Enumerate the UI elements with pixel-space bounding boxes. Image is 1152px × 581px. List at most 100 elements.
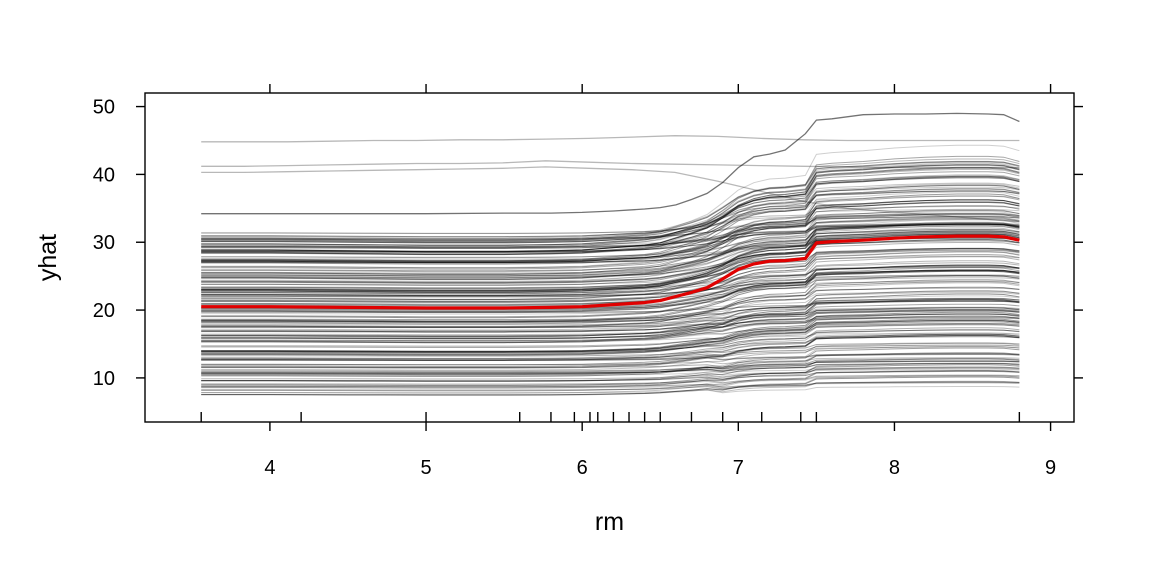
- ice-line: [201, 223, 1020, 292]
- ice-line: [201, 352, 1020, 382]
- ice-line: [201, 299, 1020, 337]
- ice-line: [201, 240, 1020, 279]
- ice-line: [201, 239, 1020, 289]
- ice-line: [201, 357, 1020, 366]
- ice-line: [201, 176, 1020, 262]
- ice-line: [201, 279, 1020, 327]
- y-axis-title: yhat: [34, 234, 62, 281]
- ice-line: [201, 269, 1020, 305]
- ice-line: [201, 309, 1020, 344]
- y-axis: 10 20 30 40 50: [93, 97, 1083, 390]
- ice-line: [201, 205, 1020, 270]
- ice-line: [201, 358, 1020, 373]
- ice-line: [201, 184, 1020, 262]
- ice-line: [201, 217, 1020, 280]
- ice-line: [201, 232, 1020, 291]
- ice-line: [201, 199, 1020, 265]
- ice-line: [201, 162, 1020, 255]
- ice-line: [201, 306, 1020, 328]
- ice-line: [201, 280, 1020, 302]
- ice-line: [201, 342, 1020, 371]
- ice-line: [201, 169, 1020, 249]
- ice-line: [201, 329, 1020, 361]
- average-prediction-line: [201, 234, 1020, 310]
- ice-line: [201, 233, 1020, 293]
- ice-lines-group: [201, 144, 1020, 396]
- rug-group: [200, 412, 1021, 422]
- ice-line-outlier: [201, 166, 1020, 223]
- ice-line: [201, 191, 1020, 269]
- ice-line: [201, 363, 1020, 374]
- ice-line: [201, 360, 1020, 375]
- ice-line: [201, 292, 1020, 323]
- ice-line: [201, 171, 1020, 246]
- ice-line: [201, 227, 1020, 292]
- ice-line: [201, 239, 1020, 297]
- ice-line: [201, 155, 1020, 248]
- ice-line: [201, 269, 1020, 323]
- ice-line: [201, 315, 1020, 355]
- ice-line: [201, 375, 1020, 386]
- ice-line: [201, 332, 1020, 361]
- ice-line: [201, 251, 1020, 307]
- ice-line: [201, 248, 1020, 289]
- ice-line: [201, 269, 1020, 298]
- ice-line: [201, 320, 1020, 356]
- ice-line: [201, 344, 1020, 360]
- ice-line: [201, 362, 1020, 374]
- ice-line: [201, 313, 1020, 339]
- ice-line: [201, 346, 1020, 361]
- ice-line-outlier: [201, 135, 1020, 143]
- ice-line: [201, 224, 1020, 253]
- ice-line: [201, 323, 1020, 355]
- ice-line: [201, 366, 1020, 374]
- ice-line: [201, 386, 1020, 394]
- ice-line: [201, 201, 1020, 273]
- ice-line: [201, 228, 1020, 279]
- ice-line: [201, 329, 1020, 354]
- ice-line: [201, 370, 1020, 392]
- ice-line: [201, 307, 1020, 333]
- ice-line: [201, 242, 1020, 292]
- ice-line: [201, 165, 1020, 243]
- ice-line: [201, 223, 1020, 253]
- ice-line: [201, 316, 1020, 328]
- ice-line: [201, 199, 1020, 263]
- ice-line: [201, 233, 1020, 293]
- plot-frame: [144, 92, 1075, 423]
- ice-line: [201, 321, 1020, 352]
- y-tick-label: 50: [93, 97, 115, 119]
- ice-line: [201, 262, 1020, 302]
- ice-line: [201, 352, 1020, 375]
- ice-line: [201, 376, 1020, 396]
- ice-line: [201, 223, 1020, 275]
- ice-line: [201, 166, 1020, 253]
- ice-line: [201, 225, 1020, 296]
- ice-line: [201, 230, 1020, 258]
- x-tick-label: 9: [1045, 457, 1056, 479]
- y-tick-label: 10: [93, 368, 115, 390]
- ice-line: [201, 311, 1020, 352]
- ice-line: [201, 310, 1020, 326]
- ice-line: [201, 369, 1020, 376]
- ice-line: [201, 160, 1020, 239]
- ice-line: [201, 223, 1020, 274]
- ice-line: [201, 229, 1020, 300]
- ice-line: [201, 161, 1020, 240]
- ice-line: [201, 202, 1020, 263]
- ice-line: [201, 265, 1020, 294]
- ice-line: [201, 317, 1020, 332]
- ice-line: [201, 188, 1020, 252]
- ice-line: [201, 333, 1020, 368]
- ice-line: [201, 267, 1020, 322]
- ice-line: [201, 182, 1020, 243]
- ice-line: [201, 275, 1020, 311]
- ice-line: [201, 367, 1020, 382]
- ice-line: [201, 295, 1020, 328]
- ice-line: [201, 254, 1020, 306]
- x-tick-label: 5: [420, 457, 431, 479]
- ice-line: [201, 345, 1020, 376]
- ice-line: [201, 380, 1020, 396]
- ice-line: [201, 270, 1020, 313]
- ice-line: [201, 363, 1020, 389]
